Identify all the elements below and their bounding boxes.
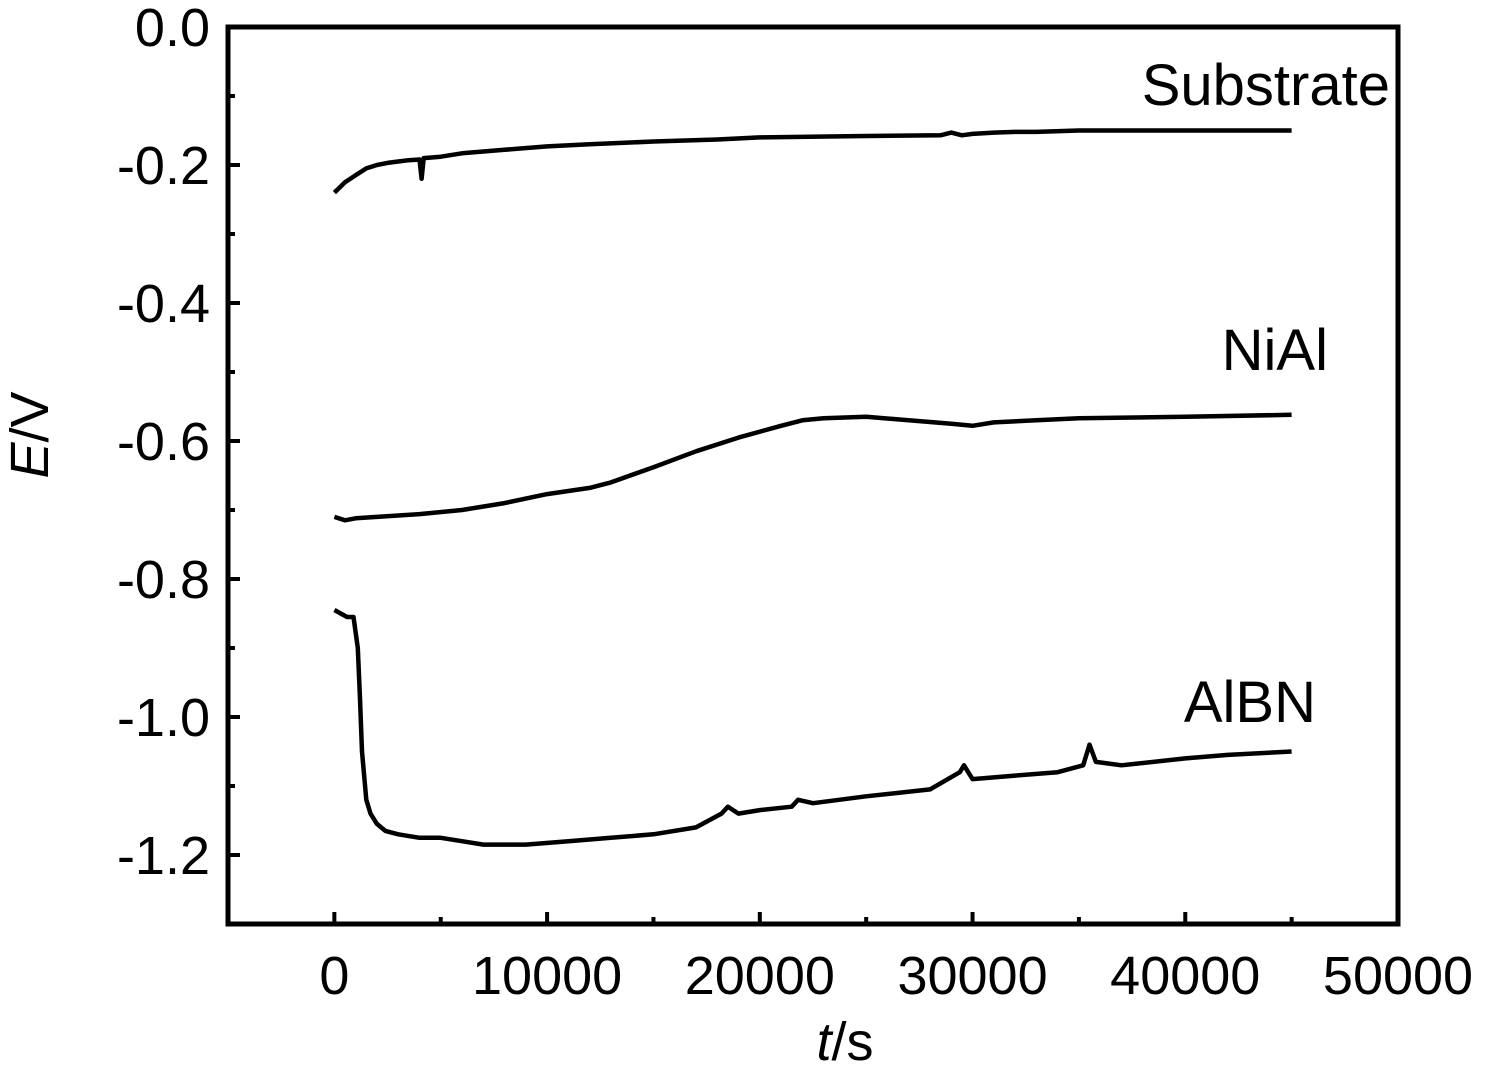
x-tick-label: 30000 (897, 946, 1047, 1006)
series-label-substrate: Substrate (1142, 53, 1390, 118)
series-group (332, 128, 1292, 847)
x-tick-label: 20000 (685, 946, 835, 1006)
plot-frame (225, 24, 1401, 927)
y-tick-label: -1.2 (117, 826, 210, 886)
x-axis-title-unit: /s (832, 1012, 874, 1069)
y-axis-title: E/V (0, 391, 60, 478)
y-tick-label: -0.8 (117, 550, 210, 610)
series-label-albn: AlBN (1184, 670, 1316, 735)
series-line-substrate (332, 128, 1292, 195)
series-labels: Substrate NiAl AlBN (1142, 53, 1390, 735)
x-tick-label: 10000 (472, 946, 622, 1006)
y-axis-title-unit: /V (0, 391, 60, 442)
series-label-nial: NiAl (1222, 318, 1328, 383)
y-axis-title-symbol: E (0, 442, 60, 479)
series-line-albn (333, 608, 1292, 847)
series-line-nial (333, 412, 1292, 523)
x-axis: 0 10000 20000 30000 40000 50000 (319, 912, 1473, 1006)
y-axis: 0.0 -0.2 -0.4 -0.6 -0.8 -1.0 -1.2 (117, 0, 240, 886)
y-tick-label: -1.0 (117, 688, 210, 748)
x-axis-title-symbol: t (816, 1012, 833, 1069)
y-tick-label: -0.6 (117, 412, 210, 472)
x-tick-label: 0 (319, 946, 349, 1006)
y-tick-label: -0.2 (117, 136, 210, 196)
y-tick-label: -0.4 (117, 274, 210, 334)
y-tick-label: 0.0 (135, 0, 210, 58)
x-axis-title: t/s (816, 1012, 873, 1069)
x-tick-label: 40000 (1110, 946, 1260, 1006)
x-tick-label: 50000 (1323, 946, 1473, 1006)
